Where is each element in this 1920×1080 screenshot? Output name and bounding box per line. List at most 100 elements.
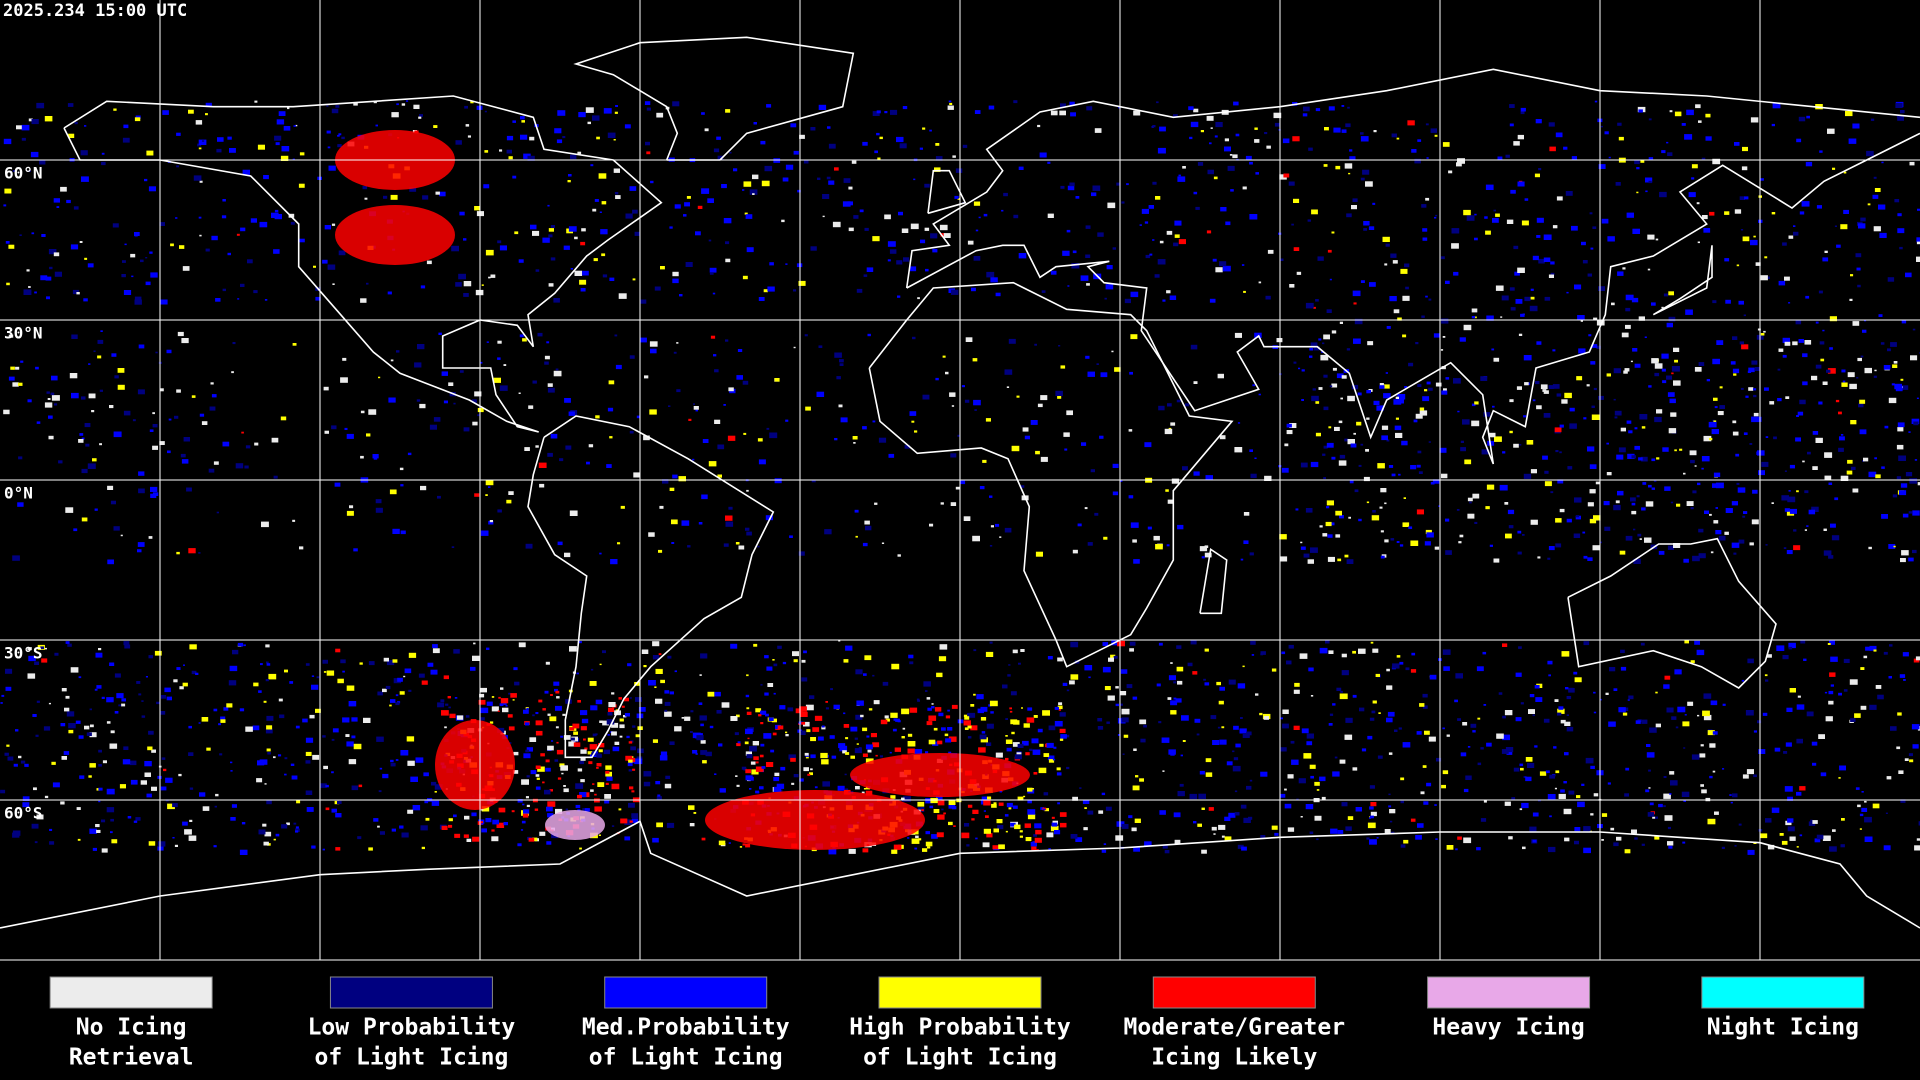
icing-pixel: [1676, 503, 1681, 507]
icing-pixel: [1661, 150, 1666, 154]
icing-pixel: [412, 805, 421, 811]
icing-pixel: [922, 127, 926, 130]
icing-pixel: [1625, 294, 1634, 301]
icing-pixel: [1355, 807, 1362, 812]
icing-pixel: [1848, 138, 1857, 144]
icing-pixel: [1607, 236, 1615, 242]
icing-pixel: [1117, 734, 1121, 736]
icing-pixel: [1018, 166, 1024, 170]
icing-pixel: [101, 696, 105, 699]
icing-pixel: [1694, 465, 1697, 467]
icing-pixel: [49, 841, 55, 845]
icing-pixel: [346, 741, 354, 747]
icing-pixel: [1617, 271, 1624, 276]
icing-pixel: [1574, 497, 1582, 503]
icing-pixel: [998, 844, 1005, 850]
icing-pixel: [1046, 832, 1054, 838]
icing-pixel: [1187, 662, 1193, 667]
icing-pixel: [1389, 809, 1396, 814]
icing-pixel: [360, 298, 367, 303]
icing-pixel: [1212, 740, 1220, 745]
icing-pixel: [1330, 522, 1335, 526]
icing-pixel: [1470, 723, 1477, 728]
icing-pixel: [1011, 731, 1015, 735]
icing-pixel: [1690, 459, 1695, 464]
icing-pixel: [1849, 383, 1857, 390]
icing-pixel: [898, 211, 903, 216]
icing-pixel: [1366, 837, 1370, 840]
icing-pixel: [1255, 172, 1259, 175]
icing-pixel: [1793, 529, 1797, 532]
icing-pixel: [1121, 717, 1129, 723]
icing-pixel: [91, 410, 95, 413]
icing-pixel: [48, 249, 57, 255]
icing-pixel: [1353, 302, 1357, 305]
icing-pixel: [1396, 655, 1401, 658]
icing-pixel: [1114, 367, 1121, 372]
icing-pixel: [1591, 405, 1595, 408]
icing-pixel: [1858, 403, 1864, 408]
icing-pixel: [1345, 123, 1351, 128]
icing-pixel: [1419, 407, 1425, 411]
icing-pixel: [522, 813, 529, 818]
icing-pixel: [1251, 654, 1255, 656]
icing-pixel: [1900, 378, 1904, 381]
icing-pixel: [885, 718, 890, 722]
icing-pixel: [1457, 410, 1460, 413]
icing-pixel: [1613, 504, 1621, 511]
icing-pixel: [506, 499, 512, 504]
coastline: [1199, 547, 1228, 615]
icing-pixel: [1390, 253, 1397, 258]
icing-pixel: [1393, 399, 1402, 405]
icing-pixel: [764, 165, 773, 172]
icing-pixel: [256, 778, 263, 783]
icing-pixel: [1564, 392, 1572, 399]
icing-pixel: [1893, 545, 1896, 548]
icing-pixel: [1530, 469, 1537, 474]
icing-pixel: [458, 273, 466, 280]
icing-pixel: [1847, 372, 1855, 378]
icing-pixel: [1753, 774, 1757, 778]
icing-pixel: [1101, 792, 1106, 796]
icing-pixel: [1719, 386, 1723, 389]
icing-pixel: [1846, 470, 1853, 475]
icing-pixel: [605, 782, 609, 785]
icing-pixel: [1520, 702, 1524, 705]
icing-pixel: [463, 281, 472, 287]
icing-pixel: [287, 107, 290, 110]
icing-pixel: [1515, 672, 1522, 677]
icing-pixel: [1471, 308, 1478, 313]
icing-pixel: [1432, 479, 1440, 484]
icing-pixel: [215, 298, 221, 302]
icing-pixel: [1574, 677, 1582, 683]
icing-pixel: [923, 681, 931, 687]
icing-pixel: [681, 717, 685, 719]
icing-pixel: [931, 834, 938, 839]
icing-pixel: [767, 683, 774, 687]
icing-pixel: [1864, 800, 1867, 803]
icing-pixel: [1058, 709, 1061, 711]
icing-pixel: [81, 176, 89, 182]
icing-pixel: [237, 642, 244, 647]
icing-pixel: [1152, 181, 1157, 185]
icing-pixel: [963, 720, 971, 726]
icing-pixel: [1668, 845, 1673, 849]
icing-pixel: [1669, 110, 1673, 113]
icing-pixel: [1899, 246, 1903, 250]
icing-pixel: [1529, 826, 1537, 832]
icing-pixel: [655, 698, 663, 704]
icing-pixel: [980, 706, 988, 712]
icing-pixel: [1608, 721, 1616, 727]
icing-pixel: [1829, 672, 1836, 677]
icing-pixel: [1264, 475, 1272, 481]
icing-pixel: [362, 186, 368, 190]
icing-pixel: [273, 838, 276, 841]
icing-pixel: [1075, 837, 1083, 842]
icing-pixel: [580, 726, 587, 731]
icing-pixel: [1517, 181, 1525, 187]
icing-pixel: [1059, 110, 1066, 116]
icing-pixel: [490, 274, 496, 278]
icing-pixel: [710, 335, 716, 339]
icing-pixel: [405, 100, 409, 102]
icing-pixel: [557, 541, 563, 546]
